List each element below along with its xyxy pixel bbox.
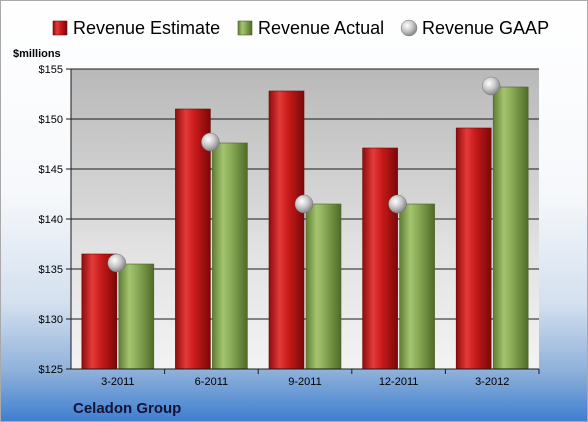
y-tick-label: $150 [39, 114, 63, 126]
y-tick-label: $145 [39, 164, 63, 176]
revenue-gaap-marker [481, 76, 501, 96]
legend-label: Revenue Actual [258, 18, 384, 38]
revenue-actual-bar [118, 263, 155, 370]
bars [81, 86, 529, 370]
y-tick-label: $130 [39, 314, 63, 326]
x-tick-label: 9-2011 [288, 376, 321, 388]
x-tick-label: 3-2012 [475, 376, 509, 388]
y-tick-label: $135 [39, 264, 63, 276]
legend: Revenue Estimate Revenue Actual Revenue GA… [52, 18, 549, 38]
y-tick-label: $125 [39, 364, 63, 376]
revenue-gaap-marker [388, 194, 407, 214]
legend-label: Revenue Estimate [73, 18, 220, 38]
revenue-actual-bar [212, 142, 248, 370]
gaap-markers [107, 76, 501, 273]
revenue-estimate-bar [455, 127, 492, 370]
revenue-actual-bar [305, 203, 342, 370]
y-axis-unit-label: $millions [13, 48, 61, 60]
axis-ticks: $125 $130 $135 $140 $145 $150 $155 3-2011 6-2011… [39, 64, 540, 388]
revenue-estimate-bar [268, 90, 305, 370]
revenue-actual-bar [399, 203, 435, 370]
revenue-actual-bar [492, 86, 529, 370]
company-label: Celadon Group [73, 400, 181, 417]
revenue-gaap-marker [294, 194, 314, 214]
revenue-estimate-bar [362, 147, 398, 370]
revenue-gaap-marker [107, 253, 127, 273]
y-tick-label: $140 [39, 214, 63, 226]
legend-label: Revenue GAAP [422, 18, 549, 38]
x-tick-label: 12-2011 [379, 376, 419, 388]
y-tick-label: $155 [39, 64, 63, 76]
legend-swatch-revenue-gaap [400, 19, 418, 37]
x-tick-label: 3-2011 [101, 376, 134, 388]
legend-swatch-revenue-actual [237, 20, 253, 36]
revenue-estimate-bar [81, 253, 118, 370]
revenue-gaap-marker [201, 132, 220, 152]
x-tick-label: 6-2011 [195, 376, 228, 388]
legend-swatch-revenue-estimate [52, 20, 68, 36]
